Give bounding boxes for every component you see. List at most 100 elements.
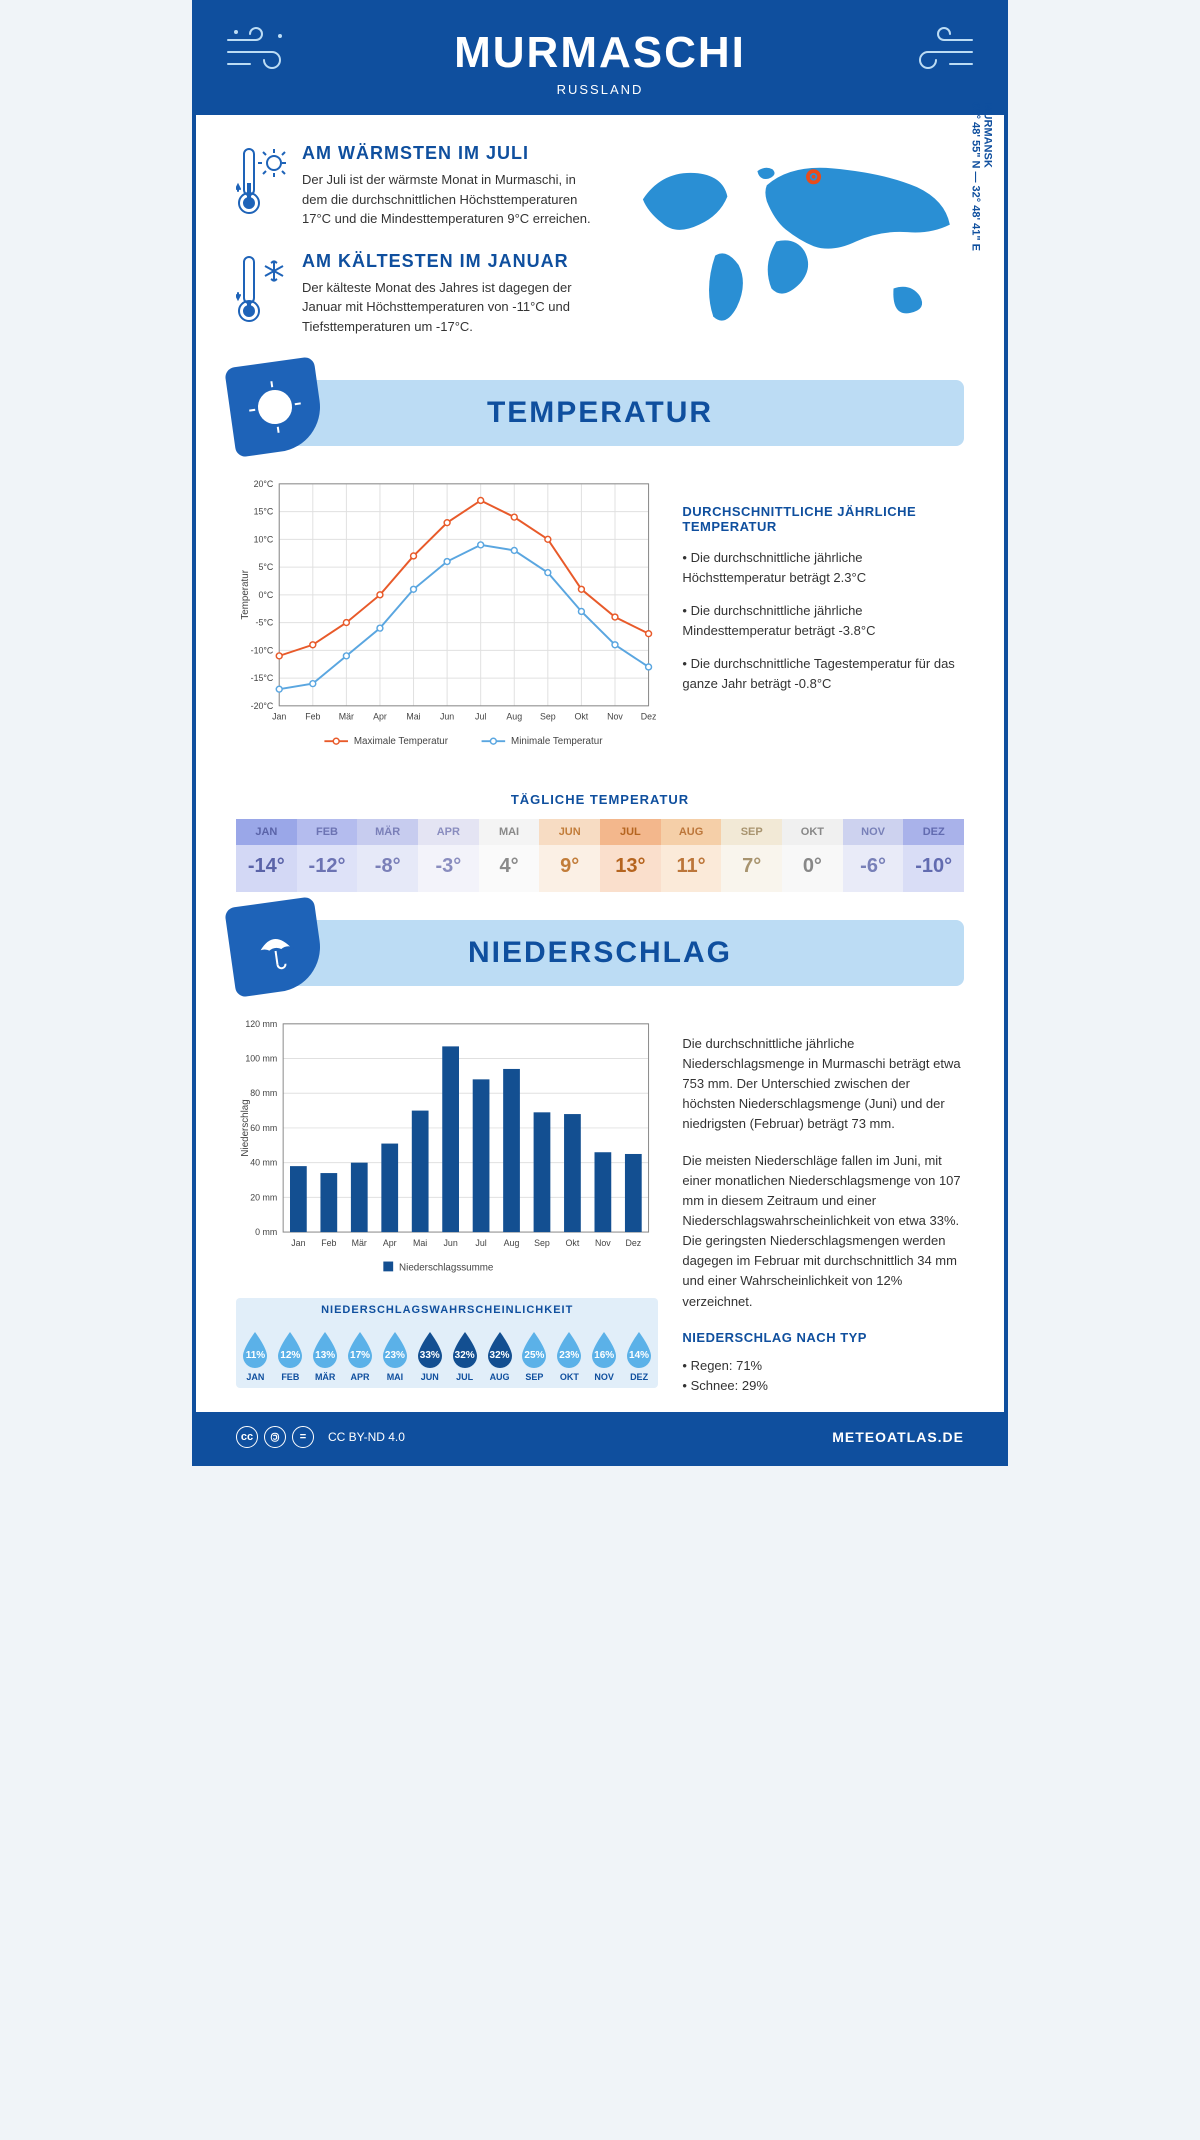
license-block: cc 🄯 = CC BY-ND 4.0 <box>236 1426 405 1448</box>
svg-text:0°C: 0°C <box>258 590 273 600</box>
probability-drop: 17%APR <box>343 1330 378 1382</box>
svg-text:Jun: Jun <box>444 1238 458 1248</box>
svg-text:Dez: Dez <box>641 712 657 722</box>
precip-type-heading: NIEDERSCHLAG NACH TYP <box>682 1328 964 1348</box>
precip-paragraph: Die meisten Niederschläge fallen im Juni… <box>682 1151 964 1312</box>
svg-text:Niederschlag: Niederschlag <box>240 1099 251 1156</box>
daily-temp-cell: NOV-6° <box>843 819 904 892</box>
daily-temp-cell: OKT0° <box>782 819 843 892</box>
svg-text:Maximale Temperatur: Maximale Temperatur <box>354 736 449 747</box>
svg-text:Jun: Jun <box>440 712 454 722</box>
temperature-chart: -20°C-15°C-10°C-5°C0°C5°C10°C15°C20°CJan… <box>236 474 658 764</box>
nd-icon: = <box>292 1426 314 1448</box>
precip-type-line: • Schnee: 29% <box>682 1376 964 1396</box>
facts-column: AM WÄRMSTEN IM JULI Der Juli ist der wär… <box>236 143 602 358</box>
probability-drop: 23%OKT <box>552 1330 587 1382</box>
footer: cc 🄯 = CC BY-ND 4.0 METEOATLAS.DE <box>196 1412 1004 1462</box>
probability-drop: 13%MÄR <box>308 1330 343 1382</box>
svg-text:Temperatur: Temperatur <box>240 569 251 619</box>
header: MURMASCHI RUSSLAND <box>196 4 1004 115</box>
daily-temp-cell: DEZ-10° <box>903 819 964 892</box>
svg-text:15°C: 15°C <box>254 507 274 517</box>
svg-text:Mai: Mai <box>406 712 420 722</box>
probability-drop: 14%DEZ <box>622 1330 657 1382</box>
svg-text:Jan: Jan <box>291 1238 305 1248</box>
svg-text:Sep: Sep <box>540 712 556 722</box>
thermometer-snow-icon <box>236 251 288 337</box>
svg-text:Feb: Feb <box>305 712 320 722</box>
daily-temp-title: TÄGLICHE TEMPERATUR <box>196 792 1004 807</box>
daily-temp-cell: SEP7° <box>721 819 782 892</box>
fact-heading: AM KÄLTESTEN IM JANUAR <box>302 251 602 272</box>
svg-text:5°C: 5°C <box>258 562 273 572</box>
svg-text:Mär: Mär <box>352 1238 367 1248</box>
temperature-summary: DURCHSCHNITTLICHE JÄHRLICHE TEMPERATUR •… <box>682 474 964 764</box>
daily-temp-cell: FEB-12° <box>297 819 358 892</box>
svg-text:Mai: Mai <box>413 1238 427 1248</box>
fact-warmest: AM WÄRMSTEN IM JULI Der Juli ist der wär… <box>236 143 602 229</box>
svg-text:20 mm: 20 mm <box>250 1192 277 1202</box>
svg-text:Jan: Jan <box>272 712 286 722</box>
daily-temp-cell: MÄR-8° <box>357 819 418 892</box>
infographic-page: MURMASCHI RUSSLAND AM WÄRMSTEN IM JULI D… <box>192 0 1008 1466</box>
world-map: MURMANSK 68° 48' 55" N — 32° 48' 41" E <box>626 143 964 358</box>
svg-text:Jul: Jul <box>475 1238 486 1248</box>
site-name: METEOATLAS.DE <box>832 1429 964 1445</box>
temperature-body: -20°C-15°C-10°C-5°C0°C5°C10°C15°C20°CJan… <box>196 446 1004 774</box>
daily-temp-grid: JAN-14°FEB-12°MÄR-8°APR-3°MAI4°JUN9°JUL1… <box>236 819 964 892</box>
cc-icon: cc <box>236 1426 258 1448</box>
precip-type-line: • Regen: 71% <box>682 1356 964 1376</box>
precipitation-bar-chart: 0 mm20 mm40 mm60 mm80 mm100 mm120 mmNied… <box>236 1014 658 1279</box>
svg-text:Dez: Dez <box>625 1238 641 1248</box>
svg-text:-10°C: -10°C <box>251 645 274 655</box>
section-header-precipitation: NIEDERSCHLAG <box>236 920 964 986</box>
summary-bullet: • Die durchschnittliche Tagestemperatur … <box>682 654 964 693</box>
svg-text:Aug: Aug <box>506 712 522 722</box>
world-map-svg <box>626 143 964 331</box>
precip-paragraph: Die durchschnittliche jährliche Niedersc… <box>682 1034 964 1135</box>
svg-text:Feb: Feb <box>321 1238 336 1248</box>
probability-drop: 11%JAN <box>238 1330 273 1382</box>
wind-icon <box>904 22 976 83</box>
coordinates-label: MURMANSK 68° 48' 55" N — 32° 48' 41" E <box>970 102 994 251</box>
probability-drop: 32%JUL <box>447 1330 482 1382</box>
svg-text:60 mm: 60 mm <box>250 1123 277 1133</box>
by-icon: 🄯 <box>264 1426 286 1448</box>
probability-drops-row: 11%JAN12%FEB13%MÄR17%APR23%MAI33%JUN32%J… <box>236 1322 658 1388</box>
wind-icon <box>224 22 296 83</box>
daily-temp-cell: APR-3° <box>418 819 479 892</box>
coord-place: MURMANSK <box>982 102 994 167</box>
svg-text:Niederschlagssumme: Niederschlagssumme <box>399 1262 494 1273</box>
svg-text:Aug: Aug <box>504 1238 520 1248</box>
precipitation-text: Die durchschnittliche jährliche Niedersc… <box>682 1014 964 1396</box>
page-subtitle: RUSSLAND <box>236 82 964 97</box>
fact-text: Der Juli ist der wärmste Monat in Murmas… <box>302 170 602 229</box>
svg-text:Nov: Nov <box>595 1238 611 1248</box>
svg-text:100 mm: 100 mm <box>245 1053 277 1063</box>
svg-text:10°C: 10°C <box>254 534 274 544</box>
precipitation-chart-column: 0 mm20 mm40 mm60 mm80 mm100 mm120 mmNied… <box>236 1014 658 1396</box>
umbrella-icon <box>224 896 326 998</box>
sun-icon <box>224 356 326 458</box>
svg-text:-5°C: -5°C <box>256 618 274 628</box>
section-header-temperature: TEMPERATUR <box>236 380 964 446</box>
svg-text:Nov: Nov <box>607 712 623 722</box>
svg-text:-15°C: -15°C <box>251 673 274 683</box>
fact-coldest: AM KÄLTESTEN IM JANUAR Der kälteste Mona… <box>236 251 602 337</box>
svg-text:Minimale Temperatur: Minimale Temperatur <box>511 736 603 747</box>
probability-drop: 12%FEB <box>273 1330 308 1382</box>
summary-bullet: • Die durchschnittliche jährliche Höchst… <box>682 548 964 587</box>
svg-text:20°C: 20°C <box>254 479 274 489</box>
svg-text:80 mm: 80 mm <box>250 1088 277 1098</box>
probability-drop: 32%AUG <box>482 1330 517 1382</box>
license-label: CC BY-ND 4.0 <box>328 1430 405 1444</box>
svg-text:Mär: Mär <box>339 712 354 722</box>
svg-text:Jul: Jul <box>475 712 486 722</box>
svg-text:40 mm: 40 mm <box>250 1157 277 1167</box>
probability-drop: 16%NOV <box>587 1330 622 1382</box>
probability-drop: 23%MAI <box>378 1330 413 1382</box>
daily-temp-cell: JUN9° <box>539 819 600 892</box>
page-title: MURMASCHI <box>236 28 964 78</box>
svg-text:0 mm: 0 mm <box>255 1227 277 1237</box>
thermometer-sun-icon <box>236 143 288 229</box>
